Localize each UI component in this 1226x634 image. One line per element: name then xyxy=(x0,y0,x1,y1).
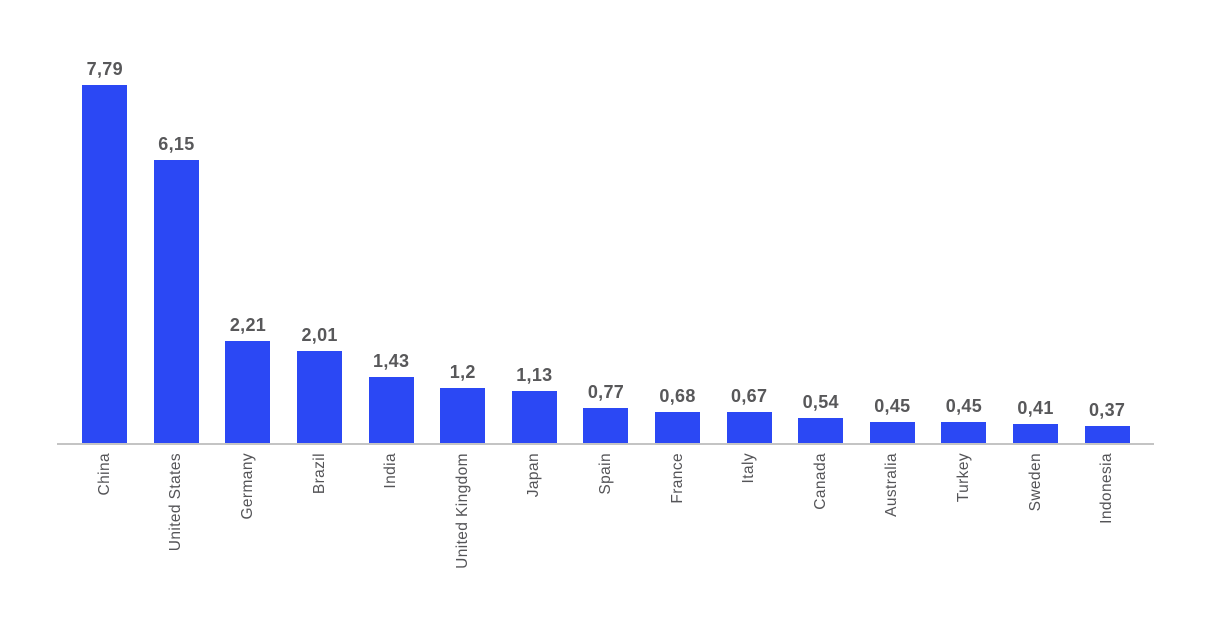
x-axis-line xyxy=(57,443,1154,445)
bar-value-label: 0,45 xyxy=(874,396,911,416)
bar-column: 0,77 xyxy=(570,382,642,443)
x-axis-tick: Germany xyxy=(212,453,284,569)
x-axis-tick: India xyxy=(355,453,427,569)
bar xyxy=(655,412,701,443)
bar xyxy=(798,418,844,443)
x-axis-tick-label: Australia xyxy=(883,453,901,517)
bars-row: 7,79 6,15 2,21 2,01 1,43 1,2 1,13 0,77 0,68 0,67 0… xyxy=(58,0,1154,443)
x-axis-tick: Spain xyxy=(570,453,642,569)
x-axis-labels: China United States Germany Brazil India Unit… xyxy=(58,453,1154,569)
bar xyxy=(440,388,486,443)
x-axis-tick: United Kingdom xyxy=(427,453,499,569)
x-axis-tick-label: United States xyxy=(167,453,185,552)
x-axis-tick: Japan xyxy=(499,453,571,569)
x-axis-tick-label: Germany xyxy=(238,453,256,520)
bar xyxy=(368,377,414,443)
x-axis-tick-label: Indonesia xyxy=(1098,453,1116,524)
x-axis-tick-label: Brazil xyxy=(310,453,328,495)
bar xyxy=(869,422,915,443)
bar-column: 2,21 xyxy=(212,315,284,443)
bar-column: 2,01 xyxy=(284,325,356,443)
x-axis-tick: Australia xyxy=(857,453,929,569)
bar-column: 0,67 xyxy=(713,386,785,443)
x-axis-tick: China xyxy=(69,453,141,569)
bar-value-label: 1,2 xyxy=(449,362,476,382)
x-axis-tick: Brazil xyxy=(284,453,356,569)
bar xyxy=(1084,426,1130,443)
bar-column: 6,15 xyxy=(141,134,213,443)
bar-column: 7,79 xyxy=(69,59,141,443)
bar-value-label: 6,15 xyxy=(158,134,195,154)
bar-column: 0,68 xyxy=(642,386,714,443)
x-axis-tick-label: Sweden xyxy=(1026,453,1044,512)
bar-column: 0,45 xyxy=(857,396,929,443)
x-axis-tick: Turkey xyxy=(928,453,1000,569)
x-axis-tick: Indonesia xyxy=(1071,453,1143,569)
x-axis-tick-label: Spain xyxy=(596,453,614,495)
x-axis-tick-label: Canada xyxy=(811,453,829,510)
x-axis-tick: Sweden xyxy=(1000,453,1072,569)
bar xyxy=(225,341,271,443)
bar-column: 1,13 xyxy=(499,365,571,443)
bar-column: 1,43 xyxy=(355,351,427,443)
bar xyxy=(511,391,557,443)
x-axis-tick-label: France xyxy=(668,453,686,504)
bar xyxy=(583,408,629,443)
bar-value-label: 0,54 xyxy=(802,392,839,412)
bar-value-label: 0,37 xyxy=(1088,400,1126,420)
bar xyxy=(153,160,199,443)
x-axis-tick: France xyxy=(642,453,714,569)
x-axis-tick-label: India xyxy=(382,453,400,489)
bar-value-label: 0,67 xyxy=(731,386,768,406)
x-axis-tick: Canada xyxy=(785,453,857,569)
x-axis-tick: United States xyxy=(141,453,213,569)
bar-column: 0,45 xyxy=(928,396,1000,443)
x-axis-tick-label: Italy xyxy=(740,453,758,484)
x-axis-tick-label: United Kingdom xyxy=(453,453,471,569)
bar-value-label: 0,77 xyxy=(587,382,625,402)
x-axis-tick: Italy xyxy=(713,453,785,569)
bar-column: 0,54 xyxy=(785,392,857,443)
bar-column: 1,2 xyxy=(427,362,499,443)
bar-value-label: 1,43 xyxy=(373,351,410,371)
bar-column: 0,41 xyxy=(1000,398,1072,443)
bar-value-label: 0,68 xyxy=(659,386,696,406)
bar xyxy=(82,85,128,443)
x-axis-tick-label: China xyxy=(95,453,113,496)
bar-column: 0,37 xyxy=(1071,400,1143,443)
bar-value-label: 0,45 xyxy=(945,396,983,416)
bar xyxy=(297,351,343,443)
bar-value-label: 1,13 xyxy=(516,365,553,385)
bar xyxy=(726,412,772,443)
bar-value-label: 2,01 xyxy=(301,325,338,345)
bar-value-label: 0,41 xyxy=(1017,398,1054,418)
x-axis-tick-label: Japan xyxy=(525,453,543,498)
x-axis-tick-label: Turkey xyxy=(954,453,972,503)
bar-value-label: 7,79 xyxy=(86,59,123,79)
bar xyxy=(941,422,987,443)
bar-value-label: 2,21 xyxy=(229,315,267,335)
bar xyxy=(1013,424,1059,443)
